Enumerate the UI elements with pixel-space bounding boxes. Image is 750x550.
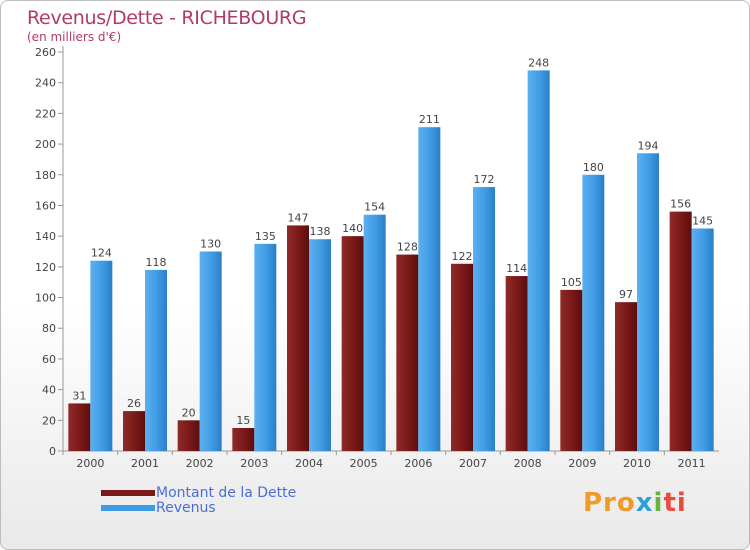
data-label-revenus: 248	[528, 56, 549, 69]
x-tick-label: 2004	[295, 457, 323, 470]
bar-revenus	[473, 187, 495, 452]
data-label-dette: 156	[670, 198, 691, 211]
data-label-revenus: 172	[474, 173, 495, 186]
y-tick-label: 260	[35, 46, 56, 59]
data-label-dette: 147	[288, 211, 309, 224]
y-tick-label: 140	[35, 230, 56, 243]
y-tick-label: 120	[35, 261, 56, 274]
x-tick-label: 2009	[568, 457, 596, 470]
data-label-revenus: 124	[91, 247, 112, 260]
bar-revenus	[145, 269, 167, 451]
bar-revenus	[254, 243, 277, 451]
bar-revenus	[199, 251, 222, 451]
data-label-dette: 128	[397, 241, 418, 254]
bar-revenus	[90, 260, 113, 451]
data-label-dette: 97	[619, 288, 633, 301]
data-label-revenus: 130	[200, 238, 221, 251]
legend-label-revenus: Revenus	[156, 500, 216, 516]
proxiti-logo: Proxiti	[583, 488, 687, 518]
bar-revenus	[691, 228, 714, 451]
data-label-dette: 31	[72, 389, 86, 402]
bar-revenus	[363, 214, 386, 451]
x-tick-label: 2007	[459, 457, 487, 470]
data-label-revenus: 138	[310, 225, 331, 238]
y-tick-label: 200	[35, 138, 56, 151]
x-tick-label: 2005	[350, 457, 378, 470]
bar-dette	[451, 263, 473, 451]
bar-dette	[287, 225, 309, 451]
y-tick-label: 60	[42, 353, 56, 366]
bar-dette	[68, 403, 91, 451]
data-label-dette: 105	[561, 276, 582, 289]
legend-swatch-revenus	[101, 505, 155, 511]
data-label-revenus: 145	[692, 214, 713, 227]
data-label-dette: 20	[182, 406, 196, 419]
x-tick-label: 2008	[514, 457, 542, 470]
bar-revenus	[582, 174, 605, 451]
bar-dette	[396, 254, 419, 451]
bar-dette	[177, 420, 200, 451]
x-tick-label: 2006	[404, 457, 432, 470]
y-tick-label: 240	[35, 77, 56, 90]
data-label-revenus: 194	[638, 139, 659, 152]
bar-dette	[615, 302, 637, 451]
y-tick-label: 20	[42, 414, 56, 427]
bar-dette	[123, 411, 145, 451]
data-label-dette: 122	[452, 250, 473, 263]
chart-title: Revenus/Dette - RICHEBOURG	[27, 7, 307, 29]
y-tick-label: 100	[35, 292, 56, 305]
data-label-dette: 140	[342, 222, 363, 235]
y-tick-label: 0	[49, 445, 56, 458]
logo-part-1: Pro	[583, 488, 636, 518]
bar-revenus	[309, 239, 331, 451]
bar-dette	[232, 427, 255, 451]
bar-dette	[341, 236, 364, 451]
data-label-revenus: 180	[583, 161, 604, 174]
y-tick-label: 80	[42, 322, 56, 335]
x-tick-label: 2001	[131, 457, 159, 470]
x-tick-label: 2003	[240, 457, 268, 470]
data-label-revenus: 118	[146, 256, 167, 269]
logo-part-4: ti	[663, 488, 687, 518]
bar-revenus	[418, 127, 441, 451]
data-label-dette: 26	[127, 397, 141, 410]
data-label-dette: 114	[506, 262, 527, 275]
data-label-dette: 15	[236, 414, 250, 427]
y-tick-label: 40	[42, 384, 56, 397]
x-tick-label: 2002	[186, 457, 214, 470]
x-tick-label: 2011	[678, 457, 706, 470]
bar-revenus	[637, 153, 659, 452]
logo-part-3: i	[653, 488, 664, 518]
legend-swatch-dette	[101, 490, 155, 496]
x-tick-label: 2010	[623, 457, 651, 470]
y-tick-label: 220	[35, 107, 56, 120]
data-label-revenus: 135	[255, 230, 276, 243]
bar-dette	[560, 289, 583, 451]
logo-part-2: x	[635, 488, 654, 518]
bar-revenus	[527, 70, 550, 452]
y-tick-label: 160	[35, 199, 56, 212]
bar-dette	[669, 211, 692, 451]
bar-dette	[505, 276, 528, 451]
chart-subtitle: (en milliers d'€)	[27, 30, 122, 44]
x-tick-label: 2000	[76, 457, 104, 470]
data-label-revenus: 154	[364, 201, 385, 214]
y-tick-label: 180	[35, 169, 56, 182]
data-label-revenus: 211	[419, 113, 440, 126]
legend-label-dette: Montant de la Dette	[156, 485, 297, 501]
